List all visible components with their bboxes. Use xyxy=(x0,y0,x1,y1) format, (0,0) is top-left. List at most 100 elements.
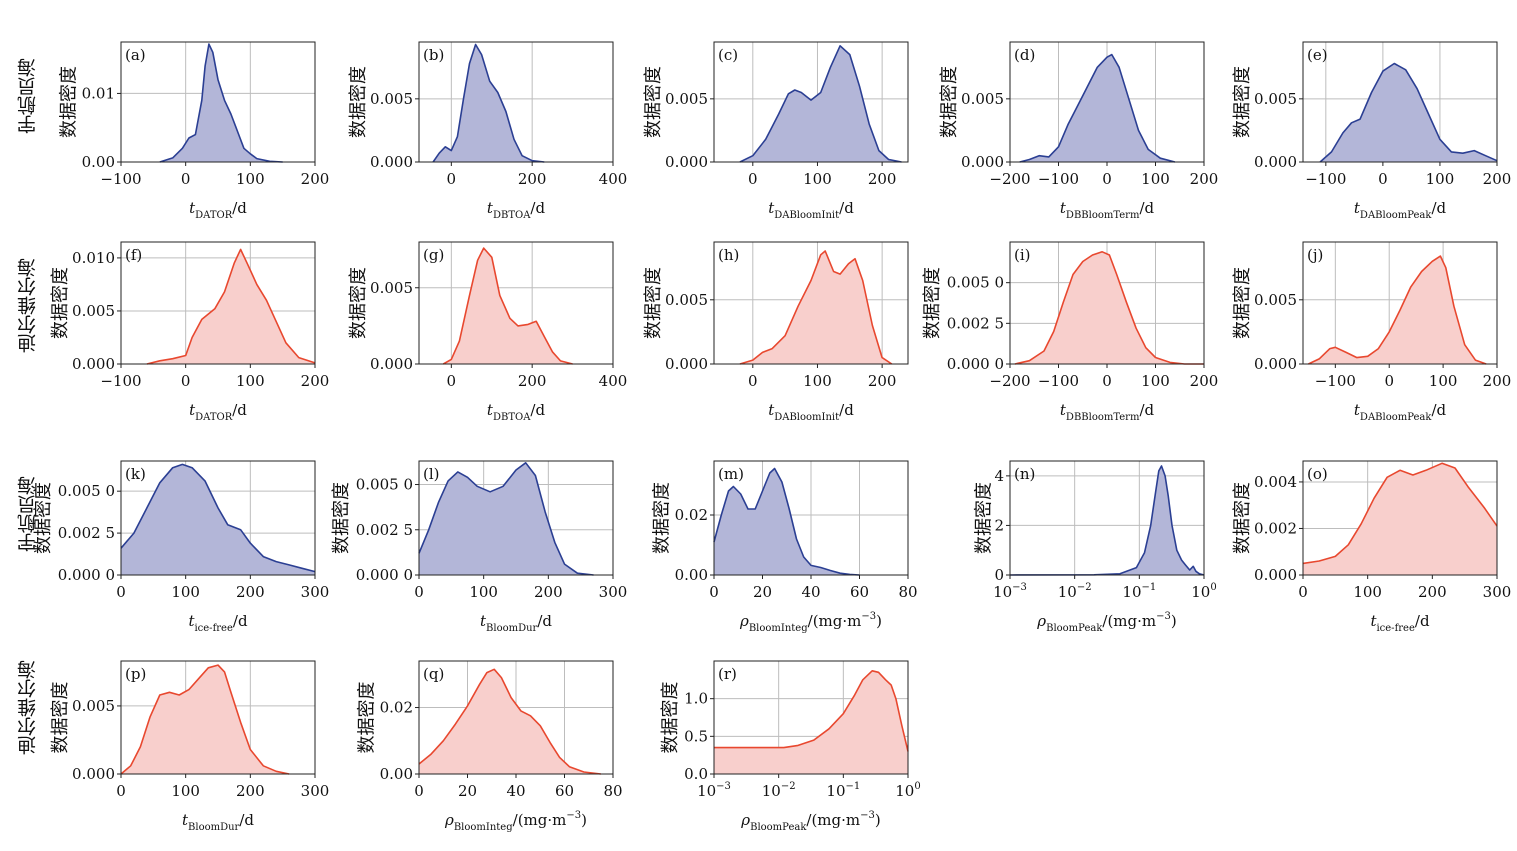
x-tick-label-base: 400 xyxy=(599,372,628,390)
x-tick-label: −100 xyxy=(1038,170,1079,188)
panel-i: −200 −100 0 100 200 0.000 0 0.002 5 0.005 0 (i) t… xyxy=(922,241,1219,423)
y-axis-label: 数据密度 xyxy=(331,482,352,554)
y-axis-label: 数据密度 xyxy=(973,482,994,554)
panel-label: (r) xyxy=(718,665,737,683)
y-tick-label: 0.005 xyxy=(370,90,413,108)
axes-frame xyxy=(120,460,316,576)
density-line xyxy=(1019,53,1176,163)
x-tick-label-base: 60 xyxy=(850,583,869,601)
density-area xyxy=(159,44,283,162)
x-tick-label: 100 xyxy=(236,170,265,188)
y-tick-label: 0.010 xyxy=(72,249,115,267)
y-tick-label: 0.000 xyxy=(370,153,413,171)
x-tick-label-base: 20 xyxy=(458,782,477,800)
panel-label: (b) xyxy=(423,46,444,64)
x-tick-label: 100 xyxy=(236,372,265,390)
density-area xyxy=(1010,466,1204,575)
axes-frame xyxy=(1302,241,1498,365)
x-tick-label-base: −100 xyxy=(1315,372,1356,390)
density-line xyxy=(739,45,902,163)
y-tick-label: 0.005 xyxy=(665,90,708,108)
x-tick-label: 0 xyxy=(181,372,191,390)
density-line xyxy=(1319,62,1498,163)
x-tick-label-base: 10 xyxy=(1058,583,1077,601)
y-tick-label: 2 xyxy=(994,516,1004,534)
x-axis-label-subscript: BloomInteg xyxy=(454,822,513,833)
x-axis-label-unit: /d xyxy=(530,401,545,419)
x-axis-label: tice-free/d xyxy=(188,612,248,634)
x-axis-label-subscript: DABloomInit xyxy=(774,210,839,221)
panel-label: (n) xyxy=(1014,465,1035,483)
x-axis-label-symbol: ρ xyxy=(444,811,454,829)
panel-k: 0 100 200 300 0.000 0 0.002 5 0.005 0 (k) tice-f… xyxy=(33,460,329,634)
x-tick-label-base: 200 xyxy=(301,170,330,188)
panel-f: −100 0 100 200 0.000 0.005 0.010 (f) tDATOR/d 数据密… xyxy=(50,241,330,423)
x-axis-label-subscript: DABloomPeak xyxy=(1360,412,1432,423)
axes-frame xyxy=(120,41,316,163)
x-axis-label-subscript: DBBloomTerm xyxy=(1066,412,1140,423)
x-axis-label: tDABloomInit/d xyxy=(768,199,854,221)
x-tick-label-base: 100 xyxy=(236,170,265,188)
x-tick-label-base: 200 xyxy=(1190,372,1219,390)
y-axis-label: 数据密度 xyxy=(660,682,681,754)
x-axis-label-unit: /d xyxy=(530,199,545,217)
x-axis-label-unit-exponent: −3 xyxy=(860,810,875,821)
x-axis-label: tDABloomPeak/d xyxy=(1354,401,1447,423)
x-tick-label: 200 xyxy=(518,170,547,188)
x-axis-label: ρBloomInteg/(mg·m−3) xyxy=(444,810,587,833)
y-tick-label: 0.000 xyxy=(1254,153,1297,171)
y-tick-label: 0.002 xyxy=(1254,519,1297,537)
x-tick-label-base: 0 xyxy=(447,170,457,188)
y-tick-label: 0.000 xyxy=(370,355,413,373)
y-tick-label: 0.005 xyxy=(370,279,413,297)
x-tick-label: 0 xyxy=(447,170,457,188)
density-area xyxy=(714,670,908,774)
x-tick-label-base: 0 xyxy=(116,583,126,601)
x-axis-label: tDATOR/d xyxy=(189,401,247,423)
x-tick-label-base: 100 xyxy=(171,782,200,800)
axes-frame xyxy=(120,241,316,365)
axes-frame xyxy=(713,660,909,775)
x-tick-label-base: 200 xyxy=(301,372,330,390)
x-tick-label-base: 100 xyxy=(1141,170,1170,188)
x-tick-label-exponent: −2 xyxy=(1077,582,1092,593)
x-tick-label-base: −100 xyxy=(1038,170,1079,188)
x-tick-label-base: 200 xyxy=(236,583,265,601)
panel-d: −200 −100 0 100 200 0.000 0.005 (d) tDBBloomTerm… xyxy=(939,41,1218,221)
x-tick-label: 200 xyxy=(534,583,563,601)
x-axis-label-unit-exponent: −3 xyxy=(861,611,876,622)
x-axis-label-close: ) xyxy=(1171,612,1177,630)
x-axis-label-symbol: t xyxy=(188,612,195,630)
x-axis-label-unit: /d xyxy=(1139,199,1154,217)
panel-l: 0 100 200 300 0.000 0 0.002 5 0.005 0 (l) tBloom… xyxy=(331,460,627,634)
y-tick-label: 0.000 0 xyxy=(356,566,413,584)
y-tick-label: 0.005 0 xyxy=(58,482,115,500)
density-line xyxy=(442,247,573,365)
x-axis-label-subscript: DABloomPeak xyxy=(1360,210,1432,221)
y-axis-label: 数据密度 xyxy=(357,682,378,754)
y-tick-label: 0.000 0 xyxy=(58,566,115,584)
x-tick-label: 10−1 xyxy=(826,781,860,800)
x-axis-label: ρBloomPeak/(mg·m−3) xyxy=(1036,611,1176,634)
density-area xyxy=(419,669,601,774)
x-tick-label: 0 xyxy=(1384,372,1394,390)
x-tick-label-base: 100 xyxy=(803,170,832,188)
x-tick-label: −100 xyxy=(1038,372,1079,390)
x-axis-label-unit-exponent: −3 xyxy=(1156,611,1171,622)
x-axis-label: tDBTOA/d xyxy=(487,401,546,423)
x-axis-label-unit: /d xyxy=(1415,612,1430,630)
x-tick-label-exponent: −1 xyxy=(1142,582,1157,593)
y-axis-label: 数据密度 xyxy=(59,66,80,138)
x-tick-label: 0 xyxy=(447,372,457,390)
x-axis-label-close: ) xyxy=(875,811,881,829)
density-line xyxy=(714,670,909,752)
y-axis-label: 数据密度 xyxy=(652,482,673,554)
panel-c: 0 100 200 0.000 0.005 (c) tDABloomInit/d 数据密度 xyxy=(643,41,909,221)
x-axis-label-subscript: DBBloomTerm xyxy=(1066,210,1140,221)
x-axis-label-symbol: t xyxy=(182,811,189,829)
x-axis-label-symbol: t xyxy=(480,612,487,630)
x-tick-label: 0 xyxy=(709,583,719,601)
panel-b: 0 200 400 0.000 0.005 (b) tDBTOA/d 数据密度 xyxy=(348,41,627,221)
panel-label: (d) xyxy=(1014,46,1035,64)
